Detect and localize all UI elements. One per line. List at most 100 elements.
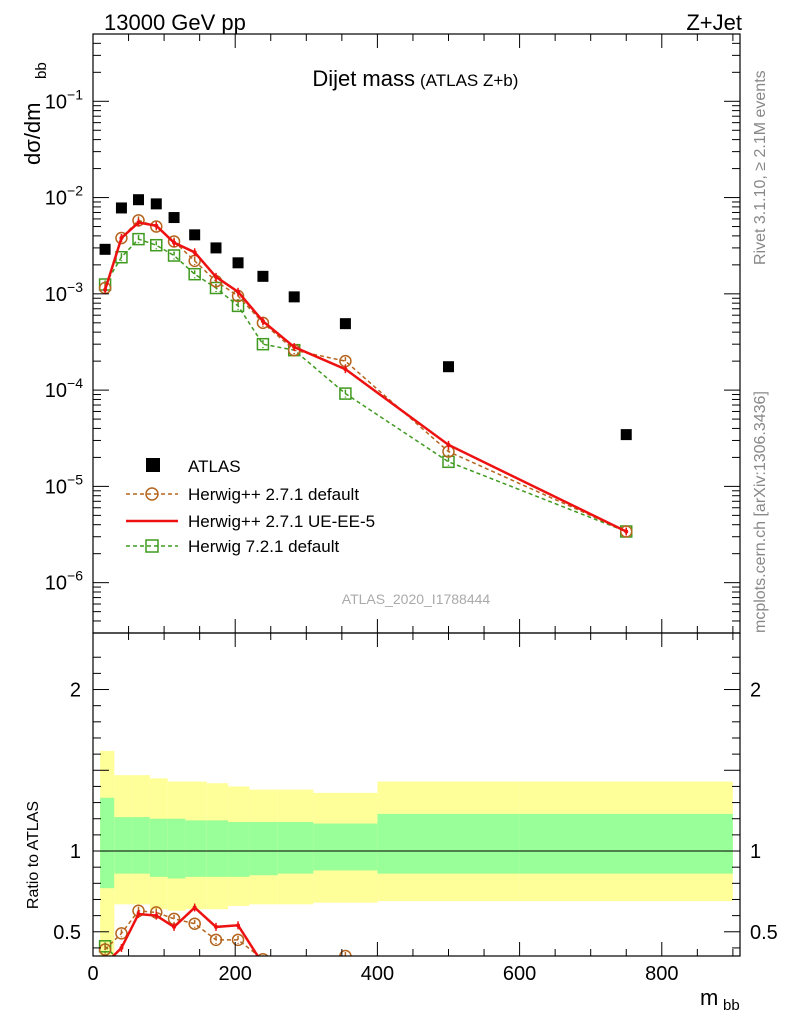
herwigpp-ueee5-ratio-point xyxy=(292,965,296,969)
herwigpp-default-ratio-point xyxy=(339,949,352,956)
herwig7-default-point xyxy=(209,281,223,295)
herwigpp-default-point xyxy=(619,525,633,538)
herwigpp-default-ratio-point xyxy=(98,943,112,956)
atlas-data-point xyxy=(232,257,244,269)
atlas-data-point xyxy=(150,198,162,210)
herwigpp-default-ratio-point xyxy=(188,917,201,930)
herwig7-default-ratio-point xyxy=(98,940,112,953)
atlas-data-point xyxy=(257,270,269,282)
herwig7-default-ratio-point xyxy=(621,991,632,1002)
ratio-frame xyxy=(92,632,741,957)
y-tick-label-main: 10−2 xyxy=(45,183,83,210)
x-tick-label: 800 xyxy=(645,963,678,985)
herwigpp-ueee5-point xyxy=(292,345,297,350)
herwig7-default-ratio-point xyxy=(169,959,180,970)
herwig7-default-point xyxy=(188,267,201,281)
analysis-watermark: ATLAS_2020_I1788444 xyxy=(342,591,491,607)
herwig7-default-ratio-point xyxy=(151,959,162,970)
herwigpp-ueee5-point xyxy=(260,319,265,324)
y-tick-label-main: 10−4 xyxy=(45,375,83,402)
atlas-data-point xyxy=(620,429,632,441)
herwigpp-default-ratio-point xyxy=(443,986,454,997)
xlabel-sub: bb xyxy=(723,997,740,1014)
band-inner-bin xyxy=(114,817,133,874)
herwig7-default-point xyxy=(132,232,145,246)
y-tick-label-ratio-right: 1 xyxy=(750,841,761,863)
atlas-data-point xyxy=(168,212,180,224)
band-inner-bin xyxy=(100,797,115,889)
band-inner-bin xyxy=(149,818,168,877)
herwig7-default-point xyxy=(339,387,352,400)
herwigpp-default-ratio-point xyxy=(209,933,223,947)
band-inner-bin xyxy=(132,817,150,874)
herwigpp-ueee5-point xyxy=(192,250,197,255)
herwigpp-ueee5-point xyxy=(624,529,629,534)
herwig7-default-point xyxy=(231,299,245,313)
ylabel-ratio: Ratio to ATLAS xyxy=(25,801,42,909)
herwigpp-default-ratio-point xyxy=(115,927,128,940)
herwig7-default-line xyxy=(104,238,627,533)
ylabel-main: dσ/dm bb xyxy=(20,62,50,165)
atlas-data-point xyxy=(442,361,454,373)
main-plot xyxy=(98,194,633,538)
herwigpp-ueee5-point xyxy=(343,367,348,372)
x-tick-label: 600 xyxy=(503,963,536,985)
band-inner-bin xyxy=(185,820,207,877)
ratio-bands xyxy=(93,750,740,956)
atlas-data-point xyxy=(210,242,222,254)
herwigpp-ueee5-point xyxy=(172,240,177,245)
herwig7-default-point xyxy=(442,455,455,469)
herwigpp-default-ratio-point xyxy=(289,962,300,973)
band-inner-bin xyxy=(377,813,520,874)
xlabel: m xyxy=(700,985,718,1010)
herwigpp-ueee5-ratio-point xyxy=(624,994,628,998)
herwigpp-ueee5-ratio-point xyxy=(119,945,124,950)
ylabel-main-text: dσ/dm xyxy=(20,103,45,166)
legend-label-herwig7: Herwig 7.2.1 default xyxy=(188,537,339,556)
y-tick-label-ratio: 2 xyxy=(70,680,81,702)
band-inner-bin xyxy=(277,821,314,874)
herwigpp-ueee5-ratio-point xyxy=(103,962,107,966)
herwigpp-default-line xyxy=(104,219,627,533)
band-inner-bin xyxy=(313,823,378,871)
y-tick-label-main: 10−1 xyxy=(45,86,83,113)
mcplots-label: mcplots.cern.ch [arXiv:1306.3436] xyxy=(752,391,769,633)
atlas-data-point xyxy=(288,291,300,303)
legend: ATLAS Herwig++ 2.7.1 default Herwig++ 2.… xyxy=(126,457,375,556)
herwig7-default-ratio-point xyxy=(257,975,268,986)
herwigpp-default-point xyxy=(115,231,128,245)
herwigpp-ueee5-ratio-point xyxy=(236,923,241,928)
x-tick-label: 0 xyxy=(87,963,98,985)
legend-label-herwigpp-default: Herwig++ 2.7.1 default xyxy=(188,485,359,504)
herwigpp-ueee5-ratio-point xyxy=(136,912,141,917)
band-inner-bin xyxy=(167,818,186,879)
band-inner-bin xyxy=(249,821,278,876)
band-inner-bin xyxy=(206,820,229,877)
x-tick-label: 200 xyxy=(219,963,252,985)
plot-title: Dijet mass xyxy=(312,66,415,91)
y-tick-label-ratio: 1 xyxy=(70,841,81,863)
herwig7-default-point xyxy=(256,337,270,351)
energy-label: 13000 GeV pp xyxy=(104,10,246,35)
herwig7-default-ratio-point xyxy=(189,959,200,970)
herwigpp-default-ratio-point xyxy=(621,991,632,1002)
legend-marker-herwig7 xyxy=(145,539,159,553)
y-tick-label-ratio-right: 0.5 xyxy=(750,922,778,944)
herwig7-default-point xyxy=(167,249,181,262)
herwigpp-ueee5-point xyxy=(446,442,451,447)
herwig7-default-ratio-point xyxy=(289,962,300,973)
y-tick-label-main: 10−5 xyxy=(45,471,83,498)
herwig7-default-point xyxy=(150,238,163,252)
herwigpp-ueee5-ratio-point xyxy=(261,962,265,966)
y-tick-label-main: 10−6 xyxy=(45,568,83,595)
x-tick-label: 400 xyxy=(361,963,394,985)
herwigpp-ueee5-ratio-point xyxy=(154,913,159,918)
y-tick-label-ratio-right: 2 xyxy=(750,680,761,702)
atlas-data-point xyxy=(99,243,111,255)
herwigpp-default-ratio-point xyxy=(257,952,269,956)
process-label: Z+Jet xyxy=(686,10,742,35)
rivet-label: Rivet 3.1.10, ≥ 2.1M events xyxy=(752,70,769,265)
herwig7-default-ratio-point xyxy=(443,991,454,1002)
axis-ticks: 0 200 400 600 800 10−6 10−5 10−4 10−3 10−2 10−1 0.5… xyxy=(45,33,778,985)
